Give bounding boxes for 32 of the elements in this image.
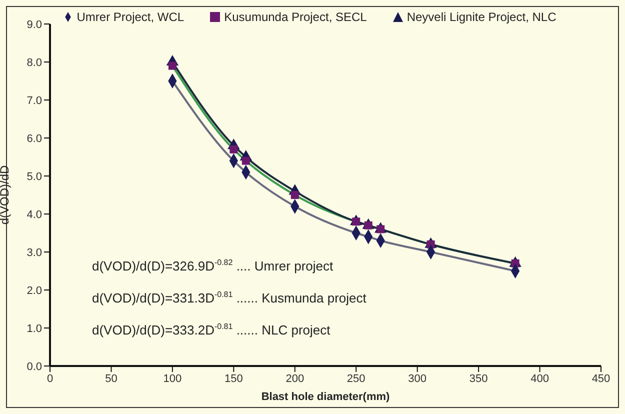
y-tick-label: 5.0: [26, 170, 42, 183]
y-tick-label: 7.0: [26, 94, 42, 107]
y-tick-label: 6.0: [26, 132, 42, 145]
annotation: d(VOD)/d(D)=333.2D$^{-0.81}$ ...... NLC project: [92, 322, 330, 338]
point: [242, 156, 250, 165]
point: [168, 62, 176, 70]
x-tick-label: 450: [592, 372, 610, 385]
y-tick-label: 2.0: [26, 284, 42, 297]
annotation: d(VOD)/d(D)=326.9D$^{-0.82}$ .... Umrer project: [92, 258, 334, 274]
point: [230, 145, 238, 154]
x-tick-label: 250: [346, 372, 366, 385]
y-axis-title: d(VOD)/dD: [0, 164, 12, 225]
x-tick-label: 200: [286, 372, 304, 385]
y-tick-label: 4.0: [26, 208, 42, 221]
y-tick-label: 8.0: [26, 56, 42, 69]
y-tick-label: 1.0: [26, 322, 42, 335]
x-tick-label: 50: [105, 372, 118, 385]
point: [290, 191, 299, 199]
y-tick-label: 3.0: [26, 246, 42, 259]
y-tick-label: 9.0: [26, 18, 42, 31]
annotation: d(VOD)/d(D)=331.3D$^{-0.81}$ ...... Kusmunda project: [92, 290, 366, 306]
legend-label: Kusumunda Project, SECL: [223, 10, 367, 24]
x-tick-label: 300: [408, 372, 427, 385]
legend-label: Umrer Project, WCL: [76, 10, 184, 24]
x-axis-title: Blast hole diameter(mm): [261, 391, 390, 403]
x-tick-label: 100: [163, 372, 182, 385]
x-tick-label: 0: [46, 372, 54, 385]
x-tick-label: 150: [224, 372, 243, 385]
x-tick-label: 350: [469, 372, 488, 385]
x-tick-label: 400: [530, 372, 549, 385]
legend-label: Neyveli Lignite Project, NLC: [406, 10, 556, 24]
y-tick-label: 0.0: [26, 360, 42, 373]
